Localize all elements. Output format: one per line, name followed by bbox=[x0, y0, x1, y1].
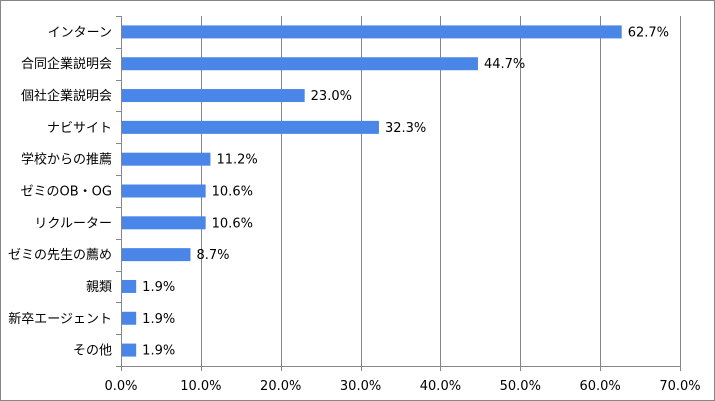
labels: 0.0% 10.0% 20.0% 30.0% 40.0% 50.0% 60.0% 70.0% イ… bbox=[8, 25, 701, 394]
category-label: 合同企業説明会 bbox=[21, 56, 112, 72]
data-label: 1.9% bbox=[142, 312, 175, 327]
bar bbox=[122, 25, 622, 39]
bar bbox=[122, 89, 305, 103]
category-label: その他 bbox=[73, 344, 112, 359]
category-label: ゼミのOB・OG bbox=[21, 185, 112, 200]
data-label: 11.2% bbox=[216, 153, 257, 168]
data-label: 32.3% bbox=[385, 121, 426, 136]
bar bbox=[122, 311, 137, 325]
x-tick-label: 60.0% bbox=[579, 379, 620, 394]
data-label: 23.0% bbox=[311, 89, 352, 104]
data-label: 10.6% bbox=[212, 185, 253, 200]
category-label: リクルーター bbox=[34, 216, 112, 231]
data-label: 1.9% bbox=[142, 344, 175, 359]
gridlines bbox=[201, 16, 681, 366]
bar bbox=[122, 248, 191, 262]
bar bbox=[122, 184, 206, 198]
bar bbox=[122, 152, 211, 166]
category-label: ナビサイト bbox=[47, 121, 112, 136]
bar bbox=[122, 57, 478, 71]
category-label: 個社企業説明会 bbox=[21, 88, 112, 104]
category-label: 親類 bbox=[86, 280, 112, 295]
bar bbox=[122, 279, 137, 293]
bar bbox=[122, 216, 206, 230]
category-label: 新卒エージェント bbox=[8, 311, 112, 327]
x-tick-label: 70.0% bbox=[659, 379, 700, 394]
x-tick-label: 50.0% bbox=[500, 379, 541, 394]
bar bbox=[122, 343, 137, 357]
x-tick-label: 10.0% bbox=[180, 379, 221, 394]
data-label: 1.9% bbox=[142, 280, 175, 295]
data-label: 62.7% bbox=[628, 25, 669, 40]
data-label: 10.6% bbox=[212, 216, 253, 231]
category-label: 学校からの推薦 bbox=[21, 152, 112, 168]
x-tick-label: 30.0% bbox=[340, 379, 381, 394]
bar bbox=[122, 120, 379, 134]
x-tick-label: 0.0% bbox=[104, 379, 137, 394]
data-label: 44.7% bbox=[484, 57, 525, 72]
category-label: インターン bbox=[48, 25, 112, 40]
axes bbox=[116, 16, 681, 371]
data-label: 8.7% bbox=[196, 248, 229, 263]
category-label: ゼミの先生の薦め bbox=[8, 248, 112, 263]
x-tick-label: 40.0% bbox=[420, 379, 461, 394]
bars bbox=[122, 25, 622, 357]
x-tick-label: 20.0% bbox=[260, 379, 301, 394]
